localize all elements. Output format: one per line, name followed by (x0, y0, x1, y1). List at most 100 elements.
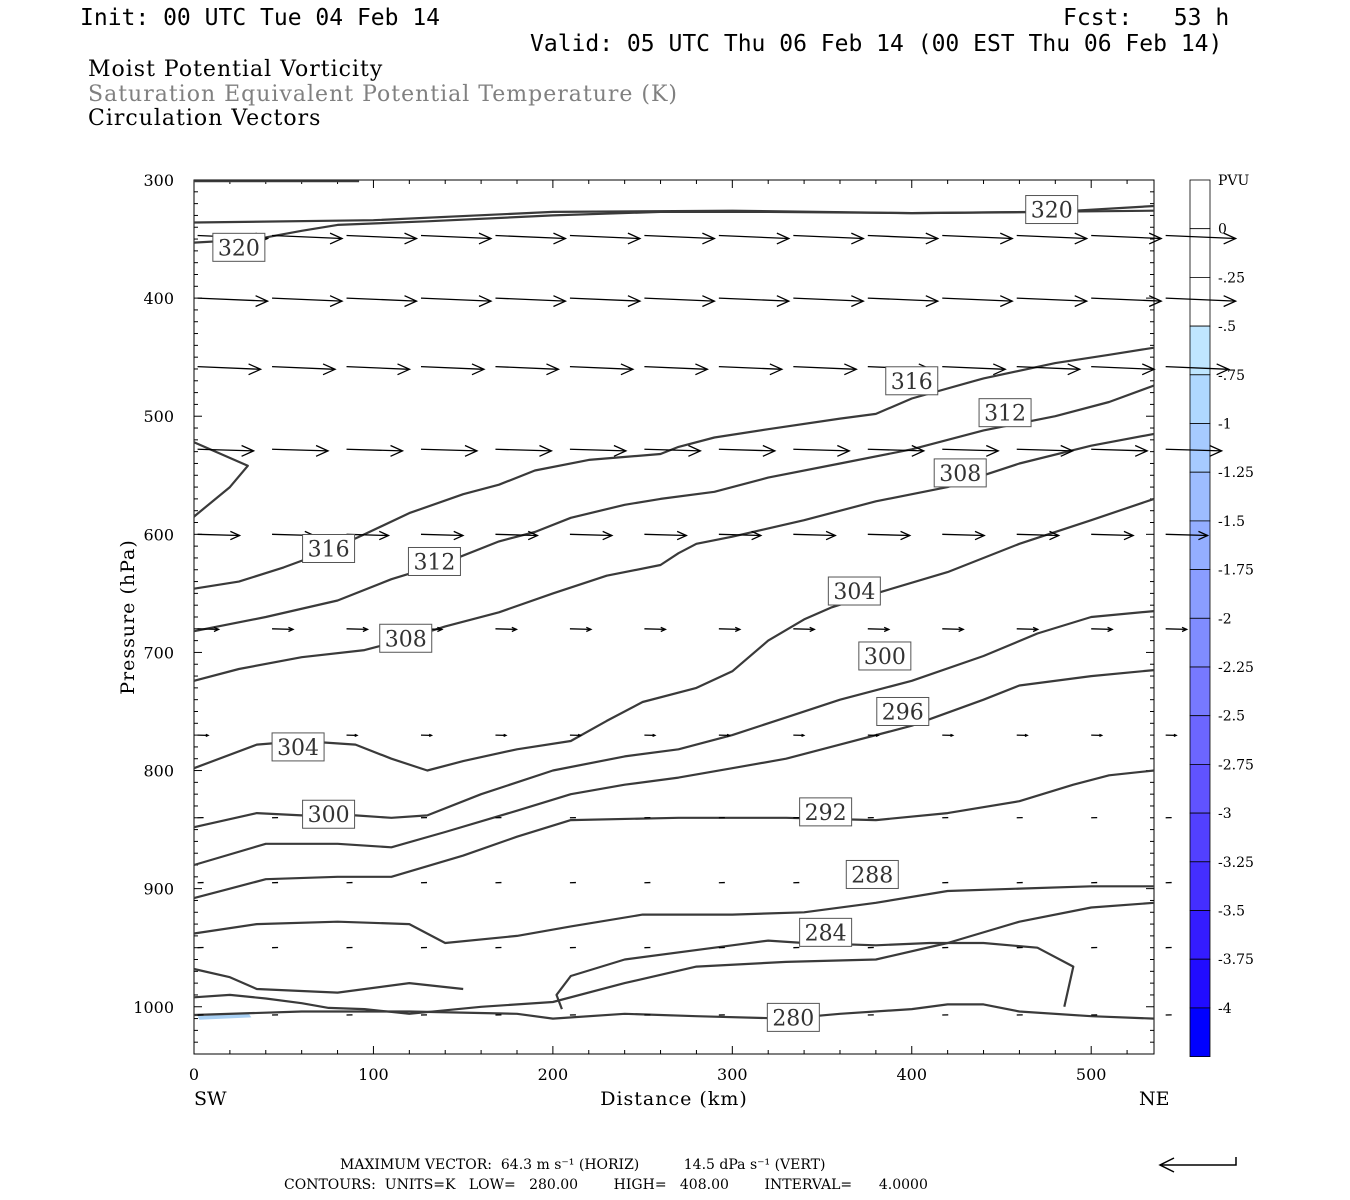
circulation-vector (197, 297, 268, 302)
vector-arrowhead (577, 733, 583, 738)
colorbar-unit: PVU (1218, 173, 1250, 189)
vector-arrowhead (1099, 733, 1104, 738)
vector-arrowhead (751, 530, 763, 541)
contour-label-box (212, 232, 266, 262)
vector-arrowhead (329, 232, 344, 245)
contour-label: 308 (385, 627, 427, 652)
contour-label-box (799, 917, 853, 947)
circulation-vector (1091, 297, 1162, 302)
circulation-vector (420, 234, 492, 240)
contour-label: 300 (864, 645, 906, 670)
vector-arrowhead (676, 530, 688, 541)
circulation-vector (1165, 365, 1229, 370)
contour-label-box (302, 533, 356, 563)
contour-line (193, 885, 1154, 945)
vector-arrowhead (762, 444, 777, 457)
colorbar-label: -2.25 (1218, 660, 1254, 676)
x-end-label-sw: SW (194, 1088, 227, 1110)
contour-label-box (845, 859, 899, 889)
vector-arrowhead (511, 626, 519, 633)
colorbar-swatch (1189, 276, 1211, 327)
circulation-vector (793, 234, 864, 240)
colorbar-swatch (1189, 910, 1211, 960)
y-tick-label: 1000 (133, 998, 174, 1017)
vector-arrowhead (1024, 733, 1029, 738)
vector-arrowhead (288, 626, 295, 633)
circulation-vector (867, 628, 889, 631)
vector-arrowhead (702, 295, 716, 308)
x-tick-label: 200 (538, 1065, 569, 1084)
circulation-vector (867, 533, 910, 537)
circulation-vector (867, 297, 938, 302)
circulation-vector (793, 448, 850, 452)
circulation-vector (420, 365, 485, 370)
vector-arrowhead (999, 295, 1014, 308)
colorbar-label: -.5 (1218, 319, 1236, 335)
vector-arrowhead (695, 363, 709, 376)
colorbar-swatch (1189, 861, 1211, 911)
x-tick-label: 100 (358, 1065, 389, 1084)
vector-arrowhead (702, 232, 716, 245)
circulation-vector (272, 234, 343, 240)
circulation-vector (1091, 365, 1155, 370)
circulation-vector (1016, 628, 1038, 631)
y-axis-label: Pressure (hPa) (117, 539, 139, 695)
circulation-vector (942, 533, 985, 537)
circulation-vector (1016, 533, 1059, 537)
circulation-vector (569, 365, 633, 370)
contour-label-box (933, 458, 987, 488)
vector-arrowhead (255, 295, 270, 308)
pvu-colorbar: PVU 0 -.25 -.5 -.75 -1 -1.25 -1.5 -1.75 -2 -2.25 -2… (1189, 173, 1254, 1058)
y-tick-label: 500 (143, 407, 174, 426)
vector-arrowhead (503, 733, 508, 738)
contour-label-box (885, 366, 939, 396)
circulation-vector (197, 533, 240, 537)
y-tick-label: 700 (143, 643, 174, 662)
colorbar-label: 0 (1218, 222, 1227, 238)
vector-arrowhead (379, 530, 391, 541)
vector-arrowhead (471, 363, 486, 376)
colorbar-swatch (1189, 374, 1211, 424)
contour-label-box (858, 641, 912, 671)
circulation-vector (569, 234, 640, 240)
contour-label-box (799, 797, 853, 827)
vector-arrowhead (883, 626, 891, 633)
circulation-vector (942, 234, 1013, 240)
vector-arrowhead (539, 444, 554, 457)
colorbar-swatch (1189, 179, 1211, 230)
circulation-vector (793, 297, 864, 302)
init-time: Init: 00 UTC Tue 04 Feb 14 (80, 5, 441, 31)
plot-frame (193, 179, 1155, 1055)
vector-arrowhead (546, 363, 561, 376)
vector-arrowhead (1107, 626, 1114, 633)
contour-label-box (302, 799, 356, 829)
contour-label: 300 (308, 803, 350, 828)
contour-label: 312 (413, 550, 455, 575)
vector-arrowhead (825, 530, 837, 541)
contour-label: 288 (851, 863, 893, 888)
colorbar-label: -3.75 (1218, 952, 1254, 968)
contour-label-box (978, 398, 1032, 428)
contour-label-box (407, 546, 461, 576)
circulation-vector (495, 297, 566, 302)
forecast-hour: Fcst: 53 h (1063, 5, 1230, 31)
circulation-vector (942, 628, 964, 631)
y-tick-label: 300 (143, 171, 174, 190)
vector-arrowhead (769, 363, 784, 376)
circulation-vector (197, 628, 219, 631)
circulation-vector (644, 533, 687, 537)
contour-label: 312 (984, 402, 1026, 427)
contour-line (193, 384, 1155, 633)
vector-arrowhead (437, 626, 444, 633)
vector-arrowhead (397, 363, 412, 376)
circulation-vector (272, 297, 343, 302)
vector-arrowhead (602, 530, 614, 541)
y-tick-label: 600 (143, 525, 174, 544)
circulation-vector (569, 297, 640, 302)
vector-arrowhead (315, 444, 330, 457)
vector-arrowhead (329, 295, 344, 308)
contour-label: 316 (308, 537, 350, 562)
circulation-vector (569, 448, 626, 452)
circulation-vector (346, 297, 417, 302)
x-tick-label: 500 (1076, 1065, 1107, 1084)
